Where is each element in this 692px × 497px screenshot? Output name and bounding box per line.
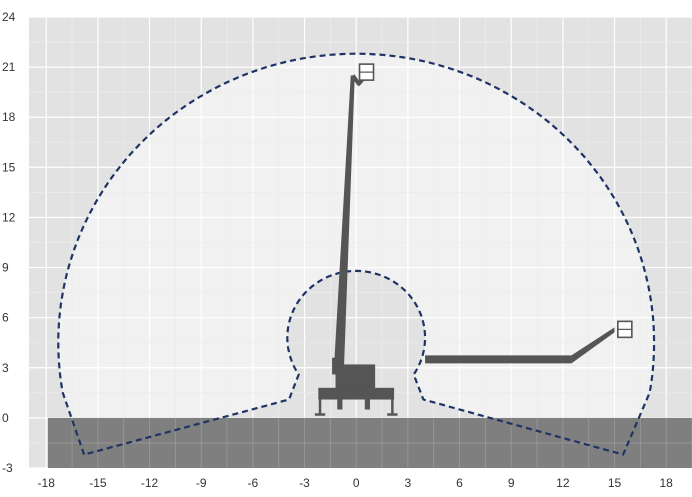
y-tick-label: -3 <box>2 461 13 475</box>
x-tick-label: 6 <box>456 476 463 490</box>
y-tick-label: 0 <box>2 411 9 425</box>
vertical-boom <box>333 75 355 368</box>
chassis-frame <box>318 387 395 400</box>
x-tick-label: 12 <box>556 476 570 490</box>
y-axis-ticks: -3 0 3 6 9 12 15 18 21 24 <box>2 10 16 475</box>
left-outrigger <box>314 397 326 416</box>
y-tick-label: 18 <box>2 110 16 124</box>
y-tick-label: 21 <box>2 60 16 74</box>
wheel <box>337 397 343 410</box>
x-tick-label: 15 <box>608 476 622 490</box>
x-tick-label: -12 <box>141 476 159 490</box>
y-tick-label: 24 <box>2 10 16 24</box>
x-tick-label: -18 <box>38 476 56 490</box>
wheel <box>364 397 370 410</box>
y-tick-label: 3 <box>2 361 9 375</box>
x-tick-label: 18 <box>659 476 673 490</box>
horizontal-boom-jib <box>571 327 615 364</box>
x-tick-label: 9 <box>508 476 515 490</box>
aerial-platform-machine <box>314 63 633 416</box>
horizontal-boom <box>425 355 572 364</box>
right-outrigger <box>387 397 398 416</box>
y-tick-label: 9 <box>2 261 9 275</box>
x-axis-ticks: -18 -15 -12 -9 -6 -3 0 3 6 9 12 15 18 <box>38 476 674 490</box>
x-tick-label: -9 <box>196 476 207 490</box>
x-tick-label: -15 <box>89 476 107 490</box>
y-tick-label: 12 <box>2 210 16 224</box>
ground <box>47 417 692 468</box>
y-tick-label: 6 <box>2 311 9 325</box>
x-tick-label: 3 <box>405 476 412 490</box>
x-tick-label: -3 <box>299 476 310 490</box>
x-tick-label: -6 <box>248 476 259 490</box>
chassis-body <box>335 364 376 392</box>
y-tick-label: 15 <box>2 160 16 174</box>
x-tick-label: 0 <box>353 476 360 490</box>
